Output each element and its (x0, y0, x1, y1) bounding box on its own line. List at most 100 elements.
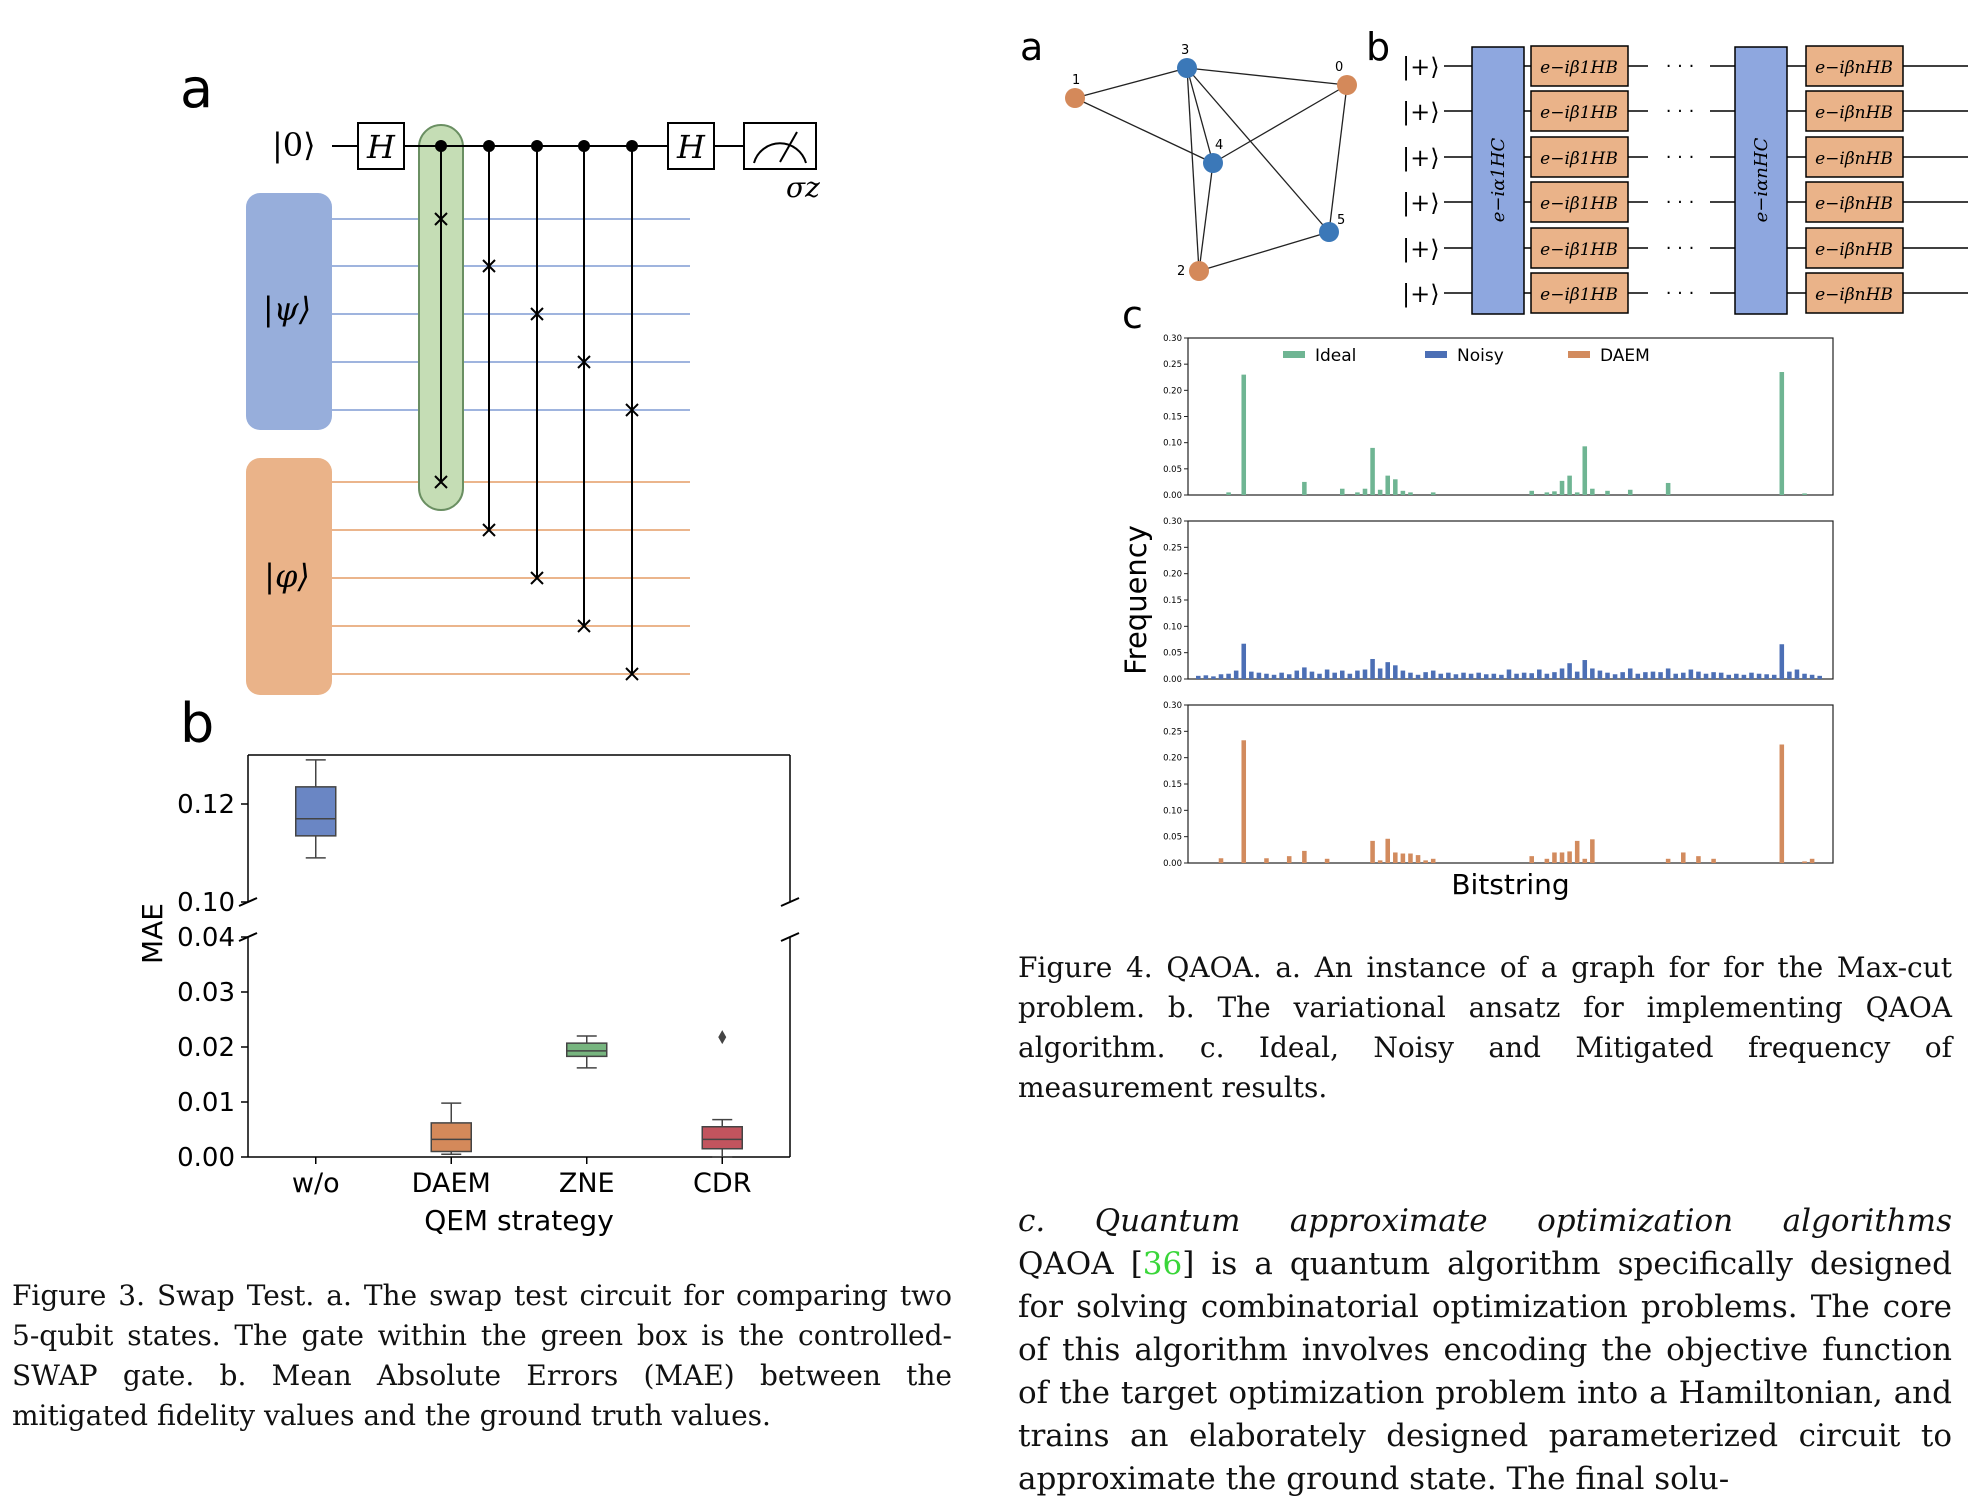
graph-edge (1186, 67, 1330, 233)
bar-noisy (1681, 672, 1686, 679)
bar-daem (1529, 856, 1534, 863)
bar-noisy (1612, 674, 1618, 679)
bar-ideal (1779, 372, 1785, 495)
x-tick-label: CDR (693, 1168, 751, 1199)
bar-daem (1324, 858, 1330, 863)
bar-daem (1582, 858, 1588, 863)
subplot-frame (1187, 704, 1834, 864)
bar-noisy (1461, 672, 1466, 679)
bar-daem (1377, 860, 1383, 863)
bar-daem (1415, 855, 1421, 863)
bar-daem (1423, 860, 1428, 863)
figure-4-caption: Figure 4. QAOA. a. An instance of a grap… (1018, 951, 1952, 1104)
figure-3-caption: Figure 3. Swap Test. a. The swap test ci… (12, 1279, 952, 1432)
plus-state-label: |+⟩ (1402, 235, 1440, 264)
bar-ideal (1226, 492, 1231, 495)
bar-ideal (1559, 480, 1565, 495)
hb-block (1805, 181, 1904, 223)
hb-block (1805, 90, 1904, 132)
y-tick-label: 0.30 (1163, 701, 1182, 711)
bar-noisy (1802, 673, 1807, 679)
y-axis-label: Frequency (1119, 525, 1153, 675)
hb-block (1530, 272, 1629, 314)
graph-edge (1074, 97, 1214, 164)
legend-swatch (1283, 351, 1305, 358)
y-tick-label: 0.05 (1163, 465, 1182, 475)
controlled-swaps (435, 140, 638, 674)
psi-wires (332, 218, 690, 411)
axis-break-mark (780, 897, 800, 907)
bar-noisy (1476, 672, 1481, 679)
bar-noisy (1468, 673, 1474, 679)
y-tick-label: 0.05 (1163, 833, 1182, 843)
meter-icon (753, 142, 807, 164)
bar-ideal (1302, 481, 1307, 495)
bar-noisy (1726, 674, 1732, 679)
bar-noisy (1408, 672, 1413, 679)
y-tick-label: 0.15 (1163, 780, 1182, 790)
y-tick-label: 0.25 (1163, 727, 1182, 737)
bar-noisy (1734, 673, 1739, 679)
graph-edge (1198, 231, 1330, 272)
bar-noisy (1271, 674, 1277, 679)
dots-gap (1648, 101, 1710, 121)
hb-block (1530, 90, 1629, 132)
bar-daem (1408, 853, 1413, 863)
graph-node-3 (1177, 58, 1197, 78)
bar-daem (1779, 744, 1785, 863)
bar-noisy (1756, 673, 1762, 679)
y-tick-label: 0.10 (1163, 806, 1182, 816)
bar-noisy (1711, 672, 1716, 679)
bar-noisy (1264, 673, 1269, 679)
citation-link[interactable]: 36 (1142, 1246, 1183, 1282)
figure-4: a b c 0 1 2 3 4 5 |+⟩ |+⟩ |+⟩ |+⟩ |+⟩ |+⟩ e−iα1HC e−… (1020, 25, 1968, 900)
bar-noisy (1749, 672, 1754, 679)
bar-noisy (1203, 675, 1209, 679)
graph-edge (1328, 84, 1348, 233)
hb-block-label: e−iβ1HB (1540, 285, 1618, 305)
y-tick-label: 0.01 (177, 1088, 235, 1118)
hc-block-label: e−iα1HC (1488, 137, 1509, 222)
y-tick-label: 0.00 (1163, 675, 1182, 685)
fig3-panel-a-label: a (180, 57, 213, 120)
y-tick-label: 0.30 (1163, 334, 1182, 344)
bar-noisy (1537, 669, 1542, 679)
swap-crosses (434, 212, 639, 681)
bar-daem (1665, 858, 1671, 863)
hb-block-label: e−iβnHB (1815, 103, 1893, 123)
bar-ideal (1590, 488, 1595, 495)
ellipsis-dots: · · · (1666, 147, 1695, 168)
bar-noisy (1809, 674, 1815, 679)
bar-noisy (1552, 672, 1557, 679)
bar-ideal (1529, 490, 1534, 495)
bar-daem (1264, 858, 1269, 863)
bar-daem (1302, 850, 1307, 863)
graph-edge (1074, 67, 1188, 99)
graph-node-label: 3 (1181, 43, 1189, 58)
psi-register-box (246, 193, 332, 430)
legend-swatch (1568, 351, 1590, 358)
hb-block-label: e−iβ1HB (1540, 194, 1618, 214)
bar-noisy (1665, 668, 1671, 679)
bar-ideal (1552, 491, 1557, 495)
legend-label: Noisy (1457, 346, 1504, 366)
bar-noisy (1643, 672, 1648, 679)
fig4-panel-c-label: c (1122, 293, 1143, 337)
bar-noisy (1514, 673, 1519, 679)
graph-node-5 (1319, 222, 1339, 242)
bar-daem (1681, 852, 1686, 863)
bar-noisy (1650, 671, 1656, 679)
hb-block-label: e−iβ1HB (1540, 240, 1618, 260)
plus-state-label: |+⟩ (1402, 144, 1440, 173)
y-tick-label: 0.10 (177, 888, 235, 918)
qaoa-ansatz: |+⟩ |+⟩ |+⟩ |+⟩ |+⟩ |+⟩ e−iα1HC e−iαnHC e−iβ1HB e… (1402, 45, 1968, 315)
bar-ideal (1393, 479, 1398, 495)
bar-noisy (1673, 673, 1678, 679)
fig3-panel-b-label: b (180, 692, 214, 755)
bar-daem (1590, 839, 1595, 863)
bar-noisy (1567, 663, 1572, 679)
graph-node-2 (1189, 261, 1209, 281)
graph-node-label: 5 (1337, 213, 1345, 228)
fig4-panel-b-label: b (1366, 25, 1390, 69)
hb-block (1530, 136, 1629, 178)
